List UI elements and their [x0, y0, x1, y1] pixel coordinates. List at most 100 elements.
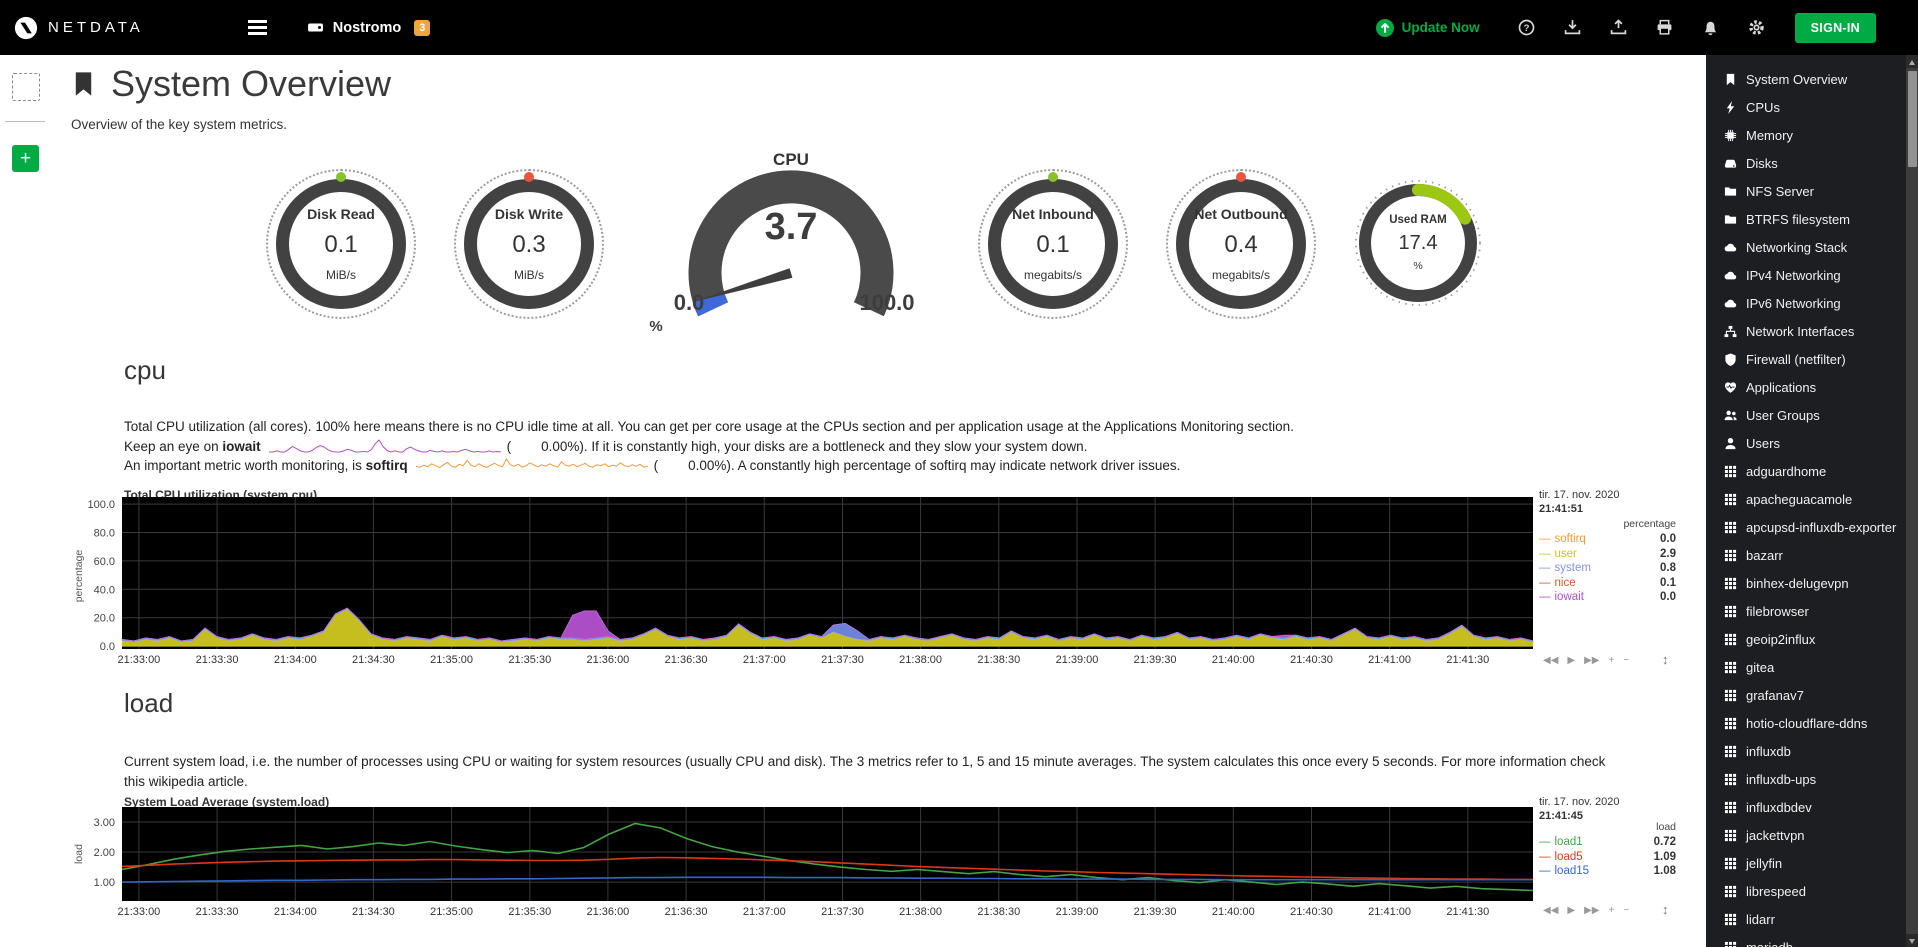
sidebar-item[interactable]: Disks: [1706, 151, 1906, 179]
sidebar-item[interactable]: Firewall (netfilter): [1706, 347, 1906, 375]
sidebar-item[interactable]: librespeed: [1706, 879, 1906, 907]
cpu-gauge-unit: %: [649, 318, 663, 335]
sidebar-item-icon: [1724, 492, 1738, 512]
sidebar-item[interactable]: binhex-delugevpn: [1706, 571, 1906, 599]
sidebar-item[interactable]: mariadb: [1706, 935, 1906, 947]
add-button[interactable]: +: [12, 145, 39, 172]
sidebar-item[interactable]: lidarr: [1706, 907, 1906, 935]
sidebar-item-icon: [1724, 604, 1738, 624]
sidebar-item[interactable]: apacheguacamole: [1706, 487, 1906, 515]
svg-text:21:34:30: 21:34:30: [352, 654, 395, 666]
sidebar-item[interactable]: gitea: [1706, 655, 1906, 683]
page-scrollbar[interactable]: [1906, 55, 1918, 947]
svg-text:60.0: 60.0: [94, 556, 115, 568]
sidebar-item[interactable]: filebrowser: [1706, 599, 1906, 627]
gauge[interactable]: Net Outbound 0.4 megabits/s: [1165, 168, 1317, 320]
sign-in-button[interactable]: SIGN-IN: [1794, 12, 1876, 43]
page-subtitle: Overview of the key system metrics.: [71, 117, 288, 132]
sidebar-item[interactable]: NFS Server: [1706, 179, 1906, 207]
svg-text:21:39:00: 21:39:00: [1056, 906, 1099, 918]
sidebar-item[interactable]: System Overview: [1706, 67, 1906, 95]
alarms-bell-icon[interactable]: [1702, 19, 1719, 36]
legend-row[interactable]: — system 0.8: [1539, 562, 1676, 574]
pan-forward-button[interactable]: ▶▶: [1584, 905, 1600, 916]
sidebar-item-icon: [1724, 660, 1738, 680]
gauge-status-dot: [524, 172, 534, 182]
wikipedia-link[interactable]: this wikipedia article.: [124, 773, 248, 789]
cpu-section-description: Total CPU utilization (all cores). 100% …: [124, 417, 1706, 476]
sidebar-item[interactable]: IPv6 Networking: [1706, 291, 1906, 319]
export-snapshot-icon[interactable]: [1610, 19, 1627, 36]
svg-text:?: ?: [1523, 23, 1529, 34]
sidebar-item[interactable]: influxdb: [1706, 739, 1906, 767]
sidebar-item[interactable]: Users: [1706, 431, 1906, 459]
menu-toggle-button[interactable]: [244, 16, 271, 39]
chart-resize-handle[interactable]: ↕: [1662, 902, 1669, 917]
legend-row[interactable]: — load5 1.09: [1539, 850, 1676, 863]
zoom-out-button[interactable]: −: [1623, 905, 1630, 916]
gauge[interactable]: Net Inbound 0.1 megabits/s: [977, 168, 1129, 320]
zoom-in-button[interactable]: +: [1608, 655, 1615, 666]
sidebar-item[interactable]: jellyfin: [1706, 851, 1906, 879]
play-button[interactable]: ▶: [1567, 905, 1576, 916]
gauge-unit: megabits/s: [1023, 268, 1083, 282]
svg-text:21:40:30: 21:40:30: [1290, 906, 1333, 918]
cpu-gauge-max: 100.0: [859, 290, 915, 315]
update-now-button[interactable]: Update Now: [1375, 18, 1480, 37]
gauge-value: 0.3: [512, 231, 546, 258]
sidebar-item[interactable]: Networking Stack: [1706, 235, 1906, 263]
sidebar-item[interactable]: Memory: [1706, 123, 1906, 151]
sidebar-item[interactable]: hotio-cloudflare-ddns: [1706, 711, 1906, 739]
alarm-count-badge[interactable]: 3: [414, 19, 431, 36]
scroll-up-arrow[interactable]: [1906, 55, 1918, 68]
sidebar-item[interactable]: jackettvpn: [1706, 823, 1906, 851]
gauge[interactable]: Disk Write 0.3 MiB/s: [453, 168, 605, 320]
legend-row[interactable]: — load1 0.72: [1539, 836, 1676, 848]
node-selector[interactable]: Nostromo 3: [307, 19, 431, 36]
pan-forward-button[interactable]: ▶▶: [1584, 655, 1600, 666]
sidebar-item[interactable]: geoip2influx: [1706, 627, 1906, 655]
print-icon[interactable]: [1656, 19, 1673, 36]
pan-backward-button[interactable]: ◀◀: [1543, 905, 1559, 916]
load-chart-plot[interactable]: 21:33:00 21:33:30 21:34:00 21:34:30 21:35:00…: [62, 807, 1539, 926]
sidebar-item[interactable]: influxdbdev: [1706, 795, 1906, 823]
play-button[interactable]: ▶: [1567, 655, 1576, 666]
pan-backward-button[interactable]: ◀◀: [1543, 655, 1559, 666]
cpu-gauge-arc: [641, 170, 941, 328]
legend-row[interactable]: — load15 1.08: [1539, 865, 1676, 877]
gauge[interactable]: Disk Read 0.1 MiB/s: [265, 168, 417, 320]
netdata-logo[interactable]: NETDATA: [14, 16, 144, 40]
settings-gear-icon[interactable]: [1748, 19, 1765, 36]
scrollbar-thumb[interactable]: [1907, 71, 1917, 167]
gauge-unit: megabits/s: [1211, 268, 1271, 282]
chart-toolbar: ◀◀ ▶ ▶▶ + −: [1543, 905, 1629, 916]
sidebar-item-icon: [1724, 408, 1738, 428]
legend-row[interactable]: — user 2.9: [1539, 547, 1676, 560]
used-ram-gauge[interactable]: Used RAM 17.4 %: [1353, 178, 1483, 308]
cpu-gauge[interactable]: CPU 3.7 0.0 100.0 %: [641, 150, 941, 340]
zoom-in-button[interactable]: +: [1608, 905, 1615, 916]
zoom-out-button[interactable]: −: [1623, 655, 1630, 666]
help-icon[interactable]: ?: [1518, 19, 1535, 36]
chart-resize-handle[interactable]: ↕: [1662, 652, 1669, 667]
scroll-down-arrow[interactable]: [1906, 934, 1918, 947]
sidebar-item[interactable]: BTRFS filesystem: [1706, 207, 1906, 235]
sidebar-item[interactable]: apcupsd-influxdb-exporter: [1706, 515, 1906, 543]
sidebar-item[interactable]: influxdb-ups: [1706, 767, 1906, 795]
cpu-chart-plot[interactable]: 21:33:00 21:33:30 21:34:00 21:34:30 21:35:00…: [62, 497, 1539, 674]
sidebar-item[interactable]: User Groups: [1706, 403, 1906, 431]
sidebar-item[interactable]: Network Interfaces: [1706, 319, 1906, 347]
legend-row[interactable]: — softirq 0.0: [1539, 533, 1676, 545]
import-snapshot-icon[interactable]: [1564, 19, 1581, 36]
legend-row[interactable]: — iowait 0.0: [1539, 591, 1676, 603]
sidebar-item[interactable]: CPUs: [1706, 95, 1906, 123]
iowait-sparkline: [261, 438, 507, 454]
highlight-area-tool[interactable]: [12, 73, 40, 101]
sidebar-item[interactable]: grafanav7: [1706, 683, 1906, 711]
sidebar-item[interactable]: bazarr: [1706, 543, 1906, 571]
legend-row[interactable]: — nice 0.1: [1539, 576, 1676, 589]
sidebar-item[interactable]: Applications: [1706, 375, 1906, 403]
sidebar-item[interactable]: adguardhome: [1706, 459, 1906, 487]
sidebar-item-icon: [1724, 884, 1738, 904]
sidebar-item[interactable]: IPv4 Networking: [1706, 263, 1906, 291]
